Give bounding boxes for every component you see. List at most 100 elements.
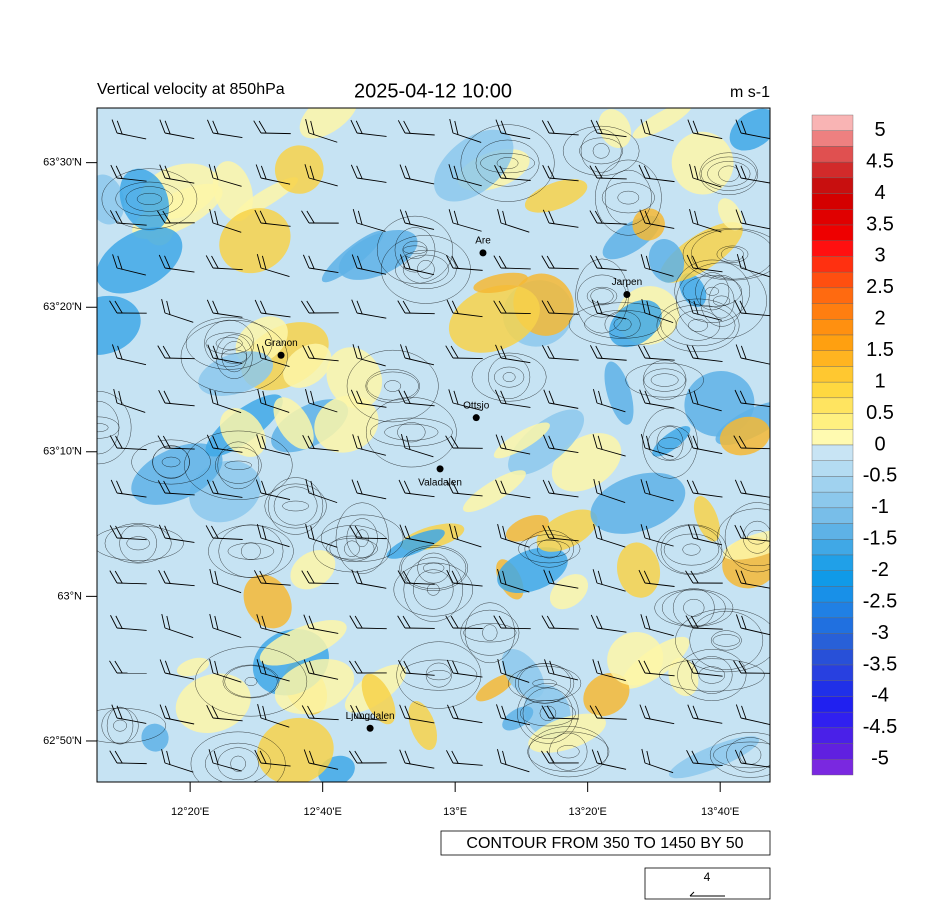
barb-tick (740, 165, 747, 180)
contour-line (208, 524, 294, 578)
wind-barb (734, 749, 770, 768)
wind-barb (734, 299, 770, 317)
wind-barb (111, 119, 147, 140)
barb-tick (541, 750, 550, 764)
wind-barb (206, 704, 243, 722)
barb-tick (691, 255, 699, 270)
contour-line (698, 666, 726, 684)
wind-barb (206, 434, 243, 453)
barb-tick (214, 570, 219, 586)
barb-tick (591, 299, 598, 314)
barb-tick (405, 210, 411, 225)
field-blob (97, 295, 141, 355)
barb-tick (116, 480, 123, 495)
barb-tick (639, 209, 646, 224)
field-blob (361, 673, 396, 725)
wind-barb (113, 388, 146, 413)
contour-line (682, 275, 742, 308)
barb-tick (549, 660, 555, 675)
wind-barb (688, 524, 723, 546)
barb-tick (542, 524, 550, 539)
barb-tick (738, 435, 747, 449)
wind-barb (157, 210, 195, 224)
wind-barb (735, 209, 770, 230)
barb-tick (305, 118, 310, 134)
barb-tick (501, 705, 507, 720)
barb-tick (597, 435, 603, 450)
contour-line (423, 562, 445, 574)
barb-tick (403, 660, 411, 674)
wind-barb (303, 749, 339, 770)
wind-barb (305, 118, 338, 143)
barb-tick (307, 345, 315, 359)
barb-tick (256, 659, 262, 674)
wind-barb (207, 119, 243, 139)
contour-line (539, 705, 557, 721)
barb-tick (163, 570, 171, 584)
wind-barb (397, 615, 435, 629)
barb-tick (498, 615, 507, 629)
barb-tick (211, 255, 219, 269)
barb-tick (117, 255, 123, 270)
colorbar-label: -1 (871, 496, 889, 518)
contour-line (675, 608, 770, 673)
barb-tick (260, 165, 267, 180)
field-blob (408, 701, 438, 750)
barb-tick (543, 434, 550, 449)
wind-barb (542, 479, 579, 498)
wind-barb (161, 613, 194, 639)
place-marker (479, 249, 487, 257)
wind-barb (255, 164, 291, 185)
barb-tick (356, 480, 363, 495)
barb-tick (256, 524, 262, 539)
field-blob (632, 208, 665, 241)
barb-tick (592, 659, 598, 674)
field-blob (283, 343, 332, 388)
barb-tick (351, 479, 358, 494)
barb-tick (542, 164, 550, 179)
wind-barb (687, 119, 723, 139)
contour-line (426, 583, 440, 596)
contour-line (227, 542, 275, 560)
barb-tick (548, 435, 555, 450)
contour-line (417, 552, 450, 584)
contour-line (104, 523, 172, 564)
barb-tick (498, 300, 507, 314)
barb-tick (109, 660, 118, 674)
wind-barb (447, 704, 483, 724)
barb-tick (257, 703, 262, 719)
barb-tick (403, 390, 411, 404)
field-blob (551, 433, 622, 492)
barb-tick (497, 658, 502, 674)
contour-line (313, 525, 391, 573)
barb-tick (451, 300, 459, 315)
wind-barb (733, 435, 770, 450)
contour-line (106, 706, 134, 745)
barb-tick (157, 345, 166, 359)
contour-line (579, 137, 624, 165)
wind-barb (399, 209, 435, 230)
wind-barb (686, 750, 723, 767)
wind-barb (351, 479, 387, 500)
barb-tick (543, 389, 550, 404)
wind-barb (445, 615, 483, 629)
barb-tick (261, 660, 267, 675)
contour-line (695, 272, 730, 311)
colorbar-label: 2 (874, 308, 885, 330)
wind-barb (301, 300, 339, 314)
barb-tick (502, 660, 507, 676)
barb-tick (357, 435, 363, 450)
barb-tick (397, 300, 406, 314)
barb-tick (166, 615, 171, 631)
barb-tick (741, 705, 747, 720)
wind-barb (688, 299, 722, 321)
wind-barb (253, 570, 291, 586)
contour-line (217, 441, 260, 490)
barb-tick (207, 119, 214, 134)
barb-tick (450, 435, 459, 449)
barb-tick (158, 389, 166, 404)
colorbar-box (811, 727, 854, 744)
barb-tick (157, 480, 166, 494)
contour-line (537, 539, 562, 559)
barb-tick (451, 255, 459, 269)
